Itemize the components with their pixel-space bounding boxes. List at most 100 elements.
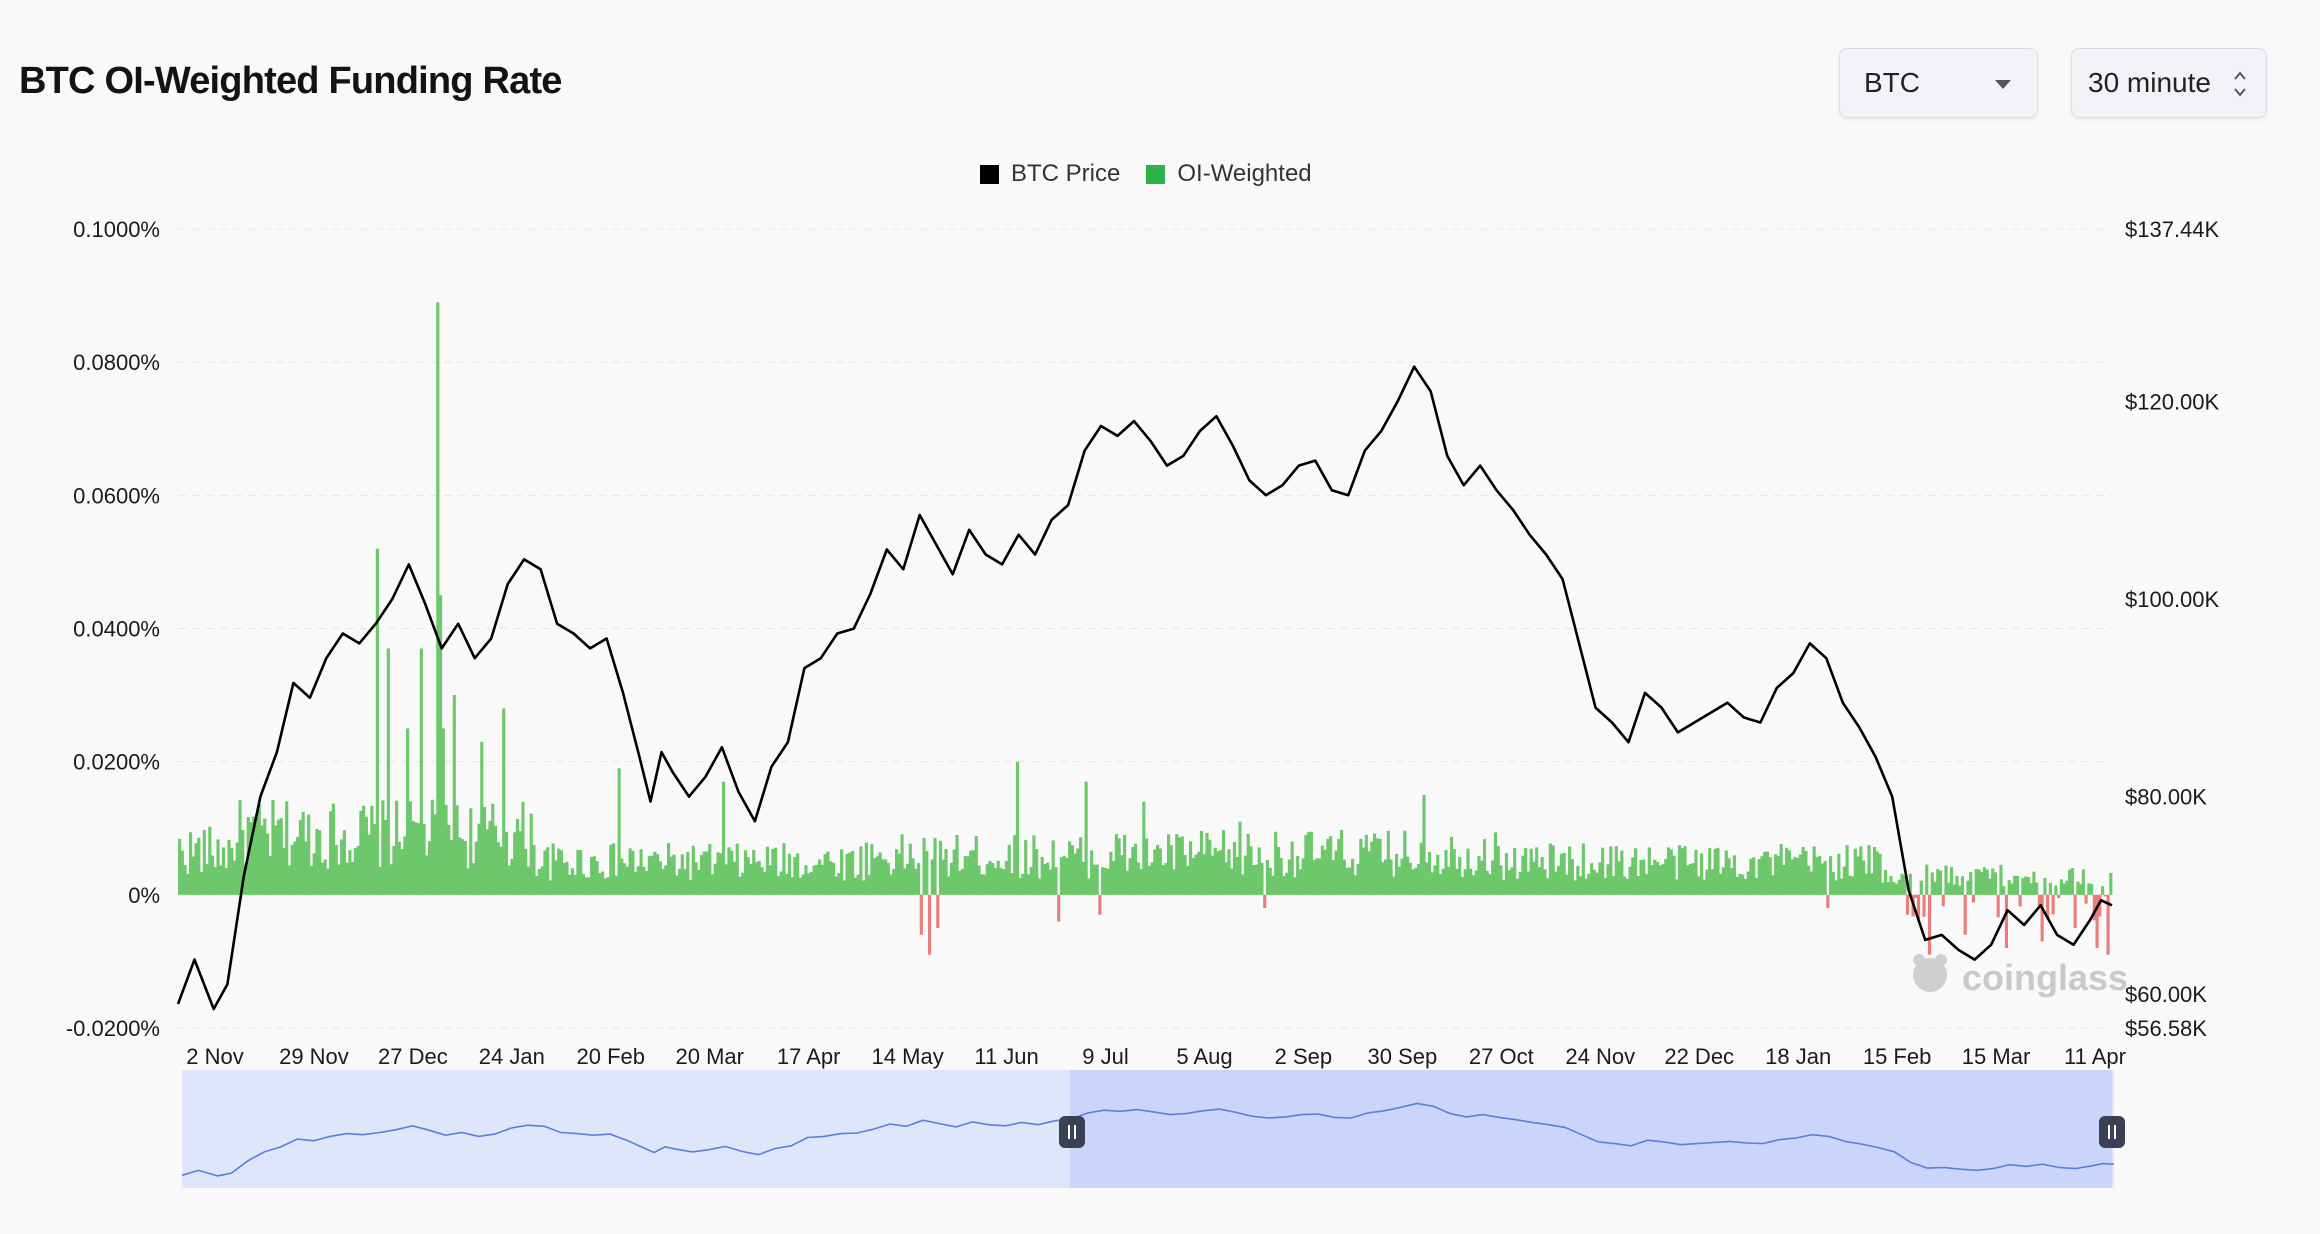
funding-bar xyxy=(1680,848,1684,895)
funding-bar xyxy=(1927,894,1932,955)
funding-bar xyxy=(2057,894,2061,899)
funding-bar xyxy=(1059,857,1063,895)
funding-bar xyxy=(897,853,901,895)
funding-bar xyxy=(1254,864,1259,895)
funding-bar xyxy=(2024,876,2028,895)
funding-bar xyxy=(1496,846,1500,895)
funding-bar xyxy=(1092,864,1096,895)
funding-bar xyxy=(834,876,838,895)
funding-bar xyxy=(411,820,415,895)
funding-bar xyxy=(598,873,602,895)
funding-bar xyxy=(1787,850,1791,895)
logo-head-icon xyxy=(1913,958,1947,992)
funding-bar xyxy=(1655,861,1660,895)
funding-bar xyxy=(1623,876,1627,895)
funding-bar xyxy=(2026,877,2030,895)
funding-bar xyxy=(1070,845,1074,895)
funding-bar xyxy=(1219,850,1223,895)
funding-bar xyxy=(2079,884,2083,895)
funding-bar xyxy=(1642,859,1646,895)
funding-bar xyxy=(1845,844,1849,895)
funding-bar xyxy=(1296,855,1300,895)
funding-bar xyxy=(675,875,679,895)
funding-bar xyxy=(867,874,871,895)
funding-bar xyxy=(1551,845,1555,895)
funding-bar xyxy=(1719,873,1723,895)
navigator-price-line xyxy=(181,1102,2115,1177)
funding-bar xyxy=(1117,838,1121,895)
funding-bar xyxy=(1090,850,1094,895)
funding-bar xyxy=(1046,862,1050,895)
funding-bar xyxy=(1658,865,1662,895)
funding-bar xyxy=(455,805,459,895)
y-left-tick-label: 0.0400% xyxy=(73,617,160,642)
funding-bar xyxy=(1999,864,2003,895)
funding-bar xyxy=(620,858,624,895)
interval-select[interactable]: 30 minute xyxy=(2071,48,2267,118)
funding-bar xyxy=(1318,858,1322,895)
funding-bar xyxy=(460,839,465,895)
funding-bar xyxy=(1650,864,1654,895)
funding-bar xyxy=(1353,875,1357,895)
funding-bar xyxy=(1631,857,1635,895)
funding-bar xyxy=(1002,869,1006,895)
funding-bar xyxy=(1103,867,1107,895)
funding-bar xyxy=(1287,859,1291,895)
navigator-handle-right[interactable] xyxy=(2099,1116,2125,1148)
funding-bar xyxy=(796,853,800,895)
funding-bar xyxy=(452,695,456,895)
legend-item-btc-price[interactable]: BTC Price xyxy=(980,160,1120,188)
funding-bar xyxy=(916,863,921,895)
navigator-handle-left[interactable] xyxy=(1059,1116,1085,1148)
funding-bar xyxy=(463,840,467,895)
funding-bar xyxy=(820,864,824,895)
funding-bar xyxy=(1013,835,1017,895)
funding-bar xyxy=(1644,873,1649,895)
funding-bar xyxy=(1669,849,1673,895)
funding-bar xyxy=(936,894,940,929)
funding-bar xyxy=(397,841,401,895)
funding-bar xyxy=(1304,835,1308,895)
funding-bar xyxy=(2021,878,2025,895)
funding-bar xyxy=(579,850,583,895)
funding-bar xyxy=(862,880,866,895)
funding-bar xyxy=(1653,859,1657,895)
funding-bar xyxy=(1774,854,1778,895)
funding-bar xyxy=(1004,860,1009,895)
funding-bar xyxy=(749,863,753,895)
funding-bar xyxy=(1837,853,1841,895)
funding-bar xyxy=(485,829,489,895)
funding-bar xyxy=(1628,866,1632,895)
funding-bar xyxy=(425,855,429,895)
funding-bar xyxy=(840,849,844,895)
legend-item-oi-weighted[interactable]: OI-Weighted xyxy=(1146,160,1312,188)
x-tick-label: 9 Jul xyxy=(1082,1044,1128,1069)
funding-bar xyxy=(1763,851,1767,895)
funding-bar xyxy=(1922,894,1926,917)
funding-bar xyxy=(1524,848,1528,895)
funding-bar xyxy=(1916,894,1921,922)
navigator-selected-range[interactable] xyxy=(1070,1070,2112,1188)
funding-bar xyxy=(260,825,264,895)
funding-bar xyxy=(1312,859,1316,895)
funding-bar xyxy=(669,856,673,895)
funding-bar xyxy=(1466,848,1470,895)
funding-bar xyxy=(1238,821,1242,895)
funding-bar xyxy=(271,799,275,895)
funding-bar xyxy=(1276,847,1281,895)
funding-bar xyxy=(1790,859,1794,895)
funding-bar xyxy=(1460,876,1465,895)
asset-select[interactable]: BTC xyxy=(1839,48,2038,118)
funding-bar xyxy=(2051,894,2055,915)
funding-bar xyxy=(1177,837,1182,895)
funding-bar xyxy=(1394,853,1399,895)
funding-bar xyxy=(356,845,360,895)
x-tick-label: 20 Mar xyxy=(675,1044,743,1069)
funding-bar xyxy=(1213,847,1217,895)
funding-bar xyxy=(782,843,786,895)
funding-bar xyxy=(565,861,569,895)
y-right-tick-label: $137.44K xyxy=(2125,217,2220,242)
funding-bar xyxy=(1639,859,1643,895)
funding-bar xyxy=(274,825,278,895)
funding-bar xyxy=(1661,864,1665,895)
